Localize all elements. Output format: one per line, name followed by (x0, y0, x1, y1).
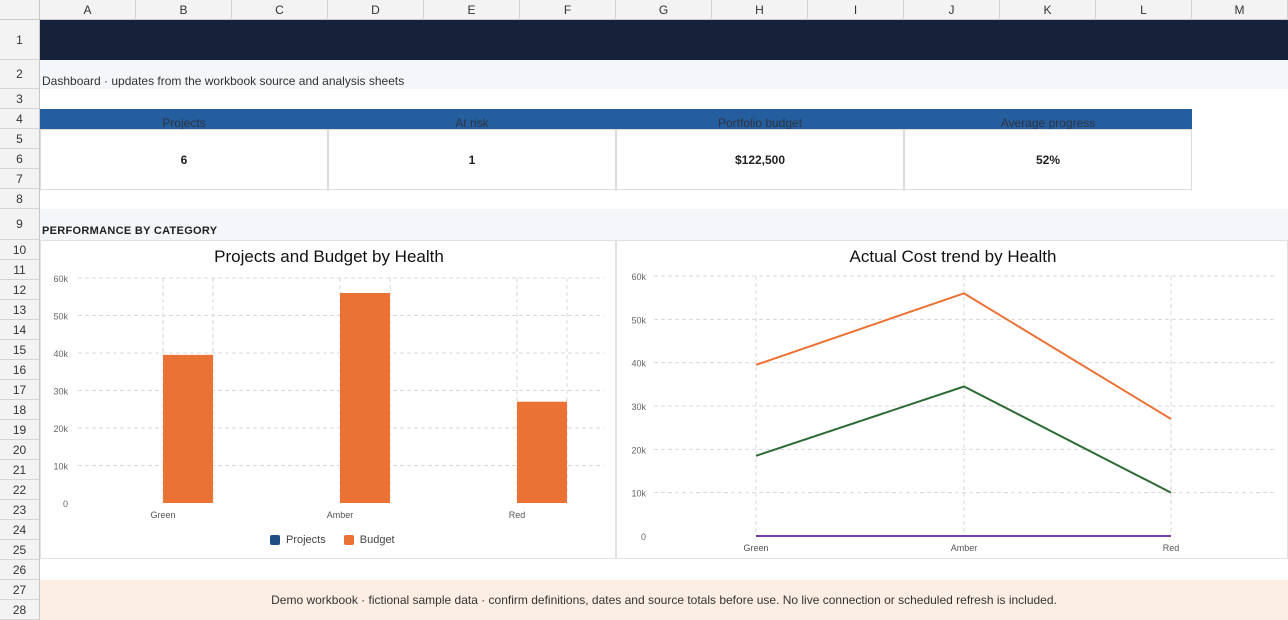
kpi-value-average-progress[interactable]: 52% (904, 129, 1192, 190)
column-header-k[interactable]: K (1000, 0, 1096, 20)
row-header-25[interactable]: 25 (0, 540, 40, 560)
row-header-13[interactable]: 13 (0, 300, 40, 320)
legend-label-budget: Budget (359, 534, 395, 546)
line-ytick-label: 30k (631, 402, 646, 412)
column-header-m[interactable]: M (1192, 0, 1288, 20)
kpi-value-projects[interactable]: 6 (40, 129, 328, 190)
row-header-18[interactable]: 18 (0, 400, 40, 420)
bar-xtick-label: Red (509, 510, 526, 520)
column-header-l[interactable]: L (1096, 0, 1192, 20)
footer-disclaimer: Demo workbook · fictional sample data · … (40, 580, 1288, 620)
line-ytick-label: 40k (631, 359, 646, 369)
row-header-16[interactable]: 16 (0, 360, 40, 380)
column-header-b[interactable]: B (136, 0, 232, 20)
line-series-0 (755, 292, 1172, 420)
row-header-11[interactable]: 11 (0, 260, 40, 280)
line-xtick-label: Green (743, 543, 768, 553)
row-header-6[interactable]: 6 (0, 149, 40, 169)
dashboard-subtitle: Dashboard · updates from the workbook so… (42, 74, 405, 88)
column-header-h[interactable]: H (712, 0, 808, 20)
title-banner (40, 20, 1288, 60)
bar-ytick-label: 0 (63, 499, 68, 509)
kpi-label-portfolio-budget: Portfolio budget (616, 109, 904, 130)
row-header-19[interactable]: 19 (0, 420, 40, 440)
line-ytick-label: 50k (631, 315, 646, 325)
bar-ytick-label: 50k (53, 312, 68, 322)
row-header-1[interactable]: 1 (0, 20, 40, 60)
line-ytick-label: 20k (631, 445, 646, 455)
bar-chart[interactable]: Projects and Budget by Health 0 10k 20k 30k… (40, 240, 616, 559)
select-all-corner[interactable] (0, 0, 40, 20)
legend-swatch-budget (343, 535, 354, 545)
row-header-14[interactable]: 14 (0, 320, 40, 340)
row-header-12[interactable]: 12 (0, 280, 40, 300)
column-header-g[interactable]: G (616, 0, 712, 20)
bar-ytick-label: 40k (53, 349, 68, 359)
legend-label-projects: Projects (286, 534, 326, 546)
bar-budget-amber (340, 293, 390, 503)
section-row (40, 209, 1288, 240)
row-header-17[interactable]: 17 (0, 380, 40, 400)
subtitle-row (40, 60, 1288, 89)
bar-budget-green (163, 354, 213, 503)
bar-budget-red (517, 401, 567, 503)
kpi-label-average-progress: Average progress (904, 109, 1192, 130)
column-header-d[interactable]: D (328, 0, 424, 20)
row-header-8[interactable]: 8 (0, 189, 40, 209)
column-header-j[interactable]: J (904, 0, 1000, 20)
line-chart[interactable]: Actual Cost trend by Health 0 10k 20k 30k 40… (616, 240, 1288, 559)
bar-chart-legend: Projects Budget (270, 534, 395, 546)
column-header-i[interactable]: I (808, 0, 904, 20)
bar-ytick-label: 20k (53, 424, 68, 434)
row-header-2[interactable]: 2 (0, 60, 40, 89)
row-header-21[interactable]: 21 (0, 460, 40, 480)
column-header-f[interactable]: F (520, 0, 616, 20)
row-header-9[interactable]: 9 (0, 209, 40, 240)
kpi-value-portfolio-budget[interactable]: $122,500 (616, 129, 904, 190)
kpi-label-at-risk: At risk (328, 109, 616, 130)
row-header-23[interactable]: 23 (0, 500, 40, 520)
bar-chart-plot: 0 10k 20k 30k 40k 50k 60k Green Amber Red (53, 274, 604, 520)
row-header-27[interactable]: 27 (0, 580, 40, 600)
row-header-4[interactable]: 4 (0, 109, 40, 129)
kpi-label-projects: Projects (40, 109, 328, 130)
row-header-10[interactable]: 10 (0, 240, 40, 260)
column-header-e[interactable]: E (424, 0, 520, 20)
row-header-28[interactable]: 28 (0, 600, 40, 620)
kpi-value-at-risk[interactable]: 1 (328, 129, 616, 190)
row-header-3[interactable]: 3 (0, 89, 40, 109)
line-chart-plot: 0 10k 20k 30k 40k 50k 60k Green Amber Red (631, 272, 1277, 553)
bar-xtick-label: Amber (327, 510, 354, 520)
line-xtick-label: Red (1163, 543, 1180, 553)
bar-chart-title: Projects and Budget by Health (214, 247, 444, 266)
line-ytick-label: 10k (631, 489, 646, 499)
row-header-22[interactable]: 22 (0, 480, 40, 500)
line-ytick-label: 60k (631, 272, 646, 282)
line-series-1 (755, 385, 1172, 494)
bar-ytick-label: 10k (53, 462, 68, 472)
section-title: PERFORMANCE BY CATEGORY (42, 225, 218, 237)
line-chart-title: Actual Cost trend by Health (849, 247, 1057, 266)
bar-xtick-label: Green (150, 510, 175, 520)
row-header-24[interactable]: 24 (0, 520, 40, 540)
row-header-26[interactable]: 26 (0, 560, 40, 580)
column-header-a[interactable]: A (40, 0, 136, 20)
bar-ytick-label: 30k (53, 387, 68, 397)
column-header-c[interactable]: C (232, 0, 328, 20)
row-header-20[interactable]: 20 (0, 440, 40, 460)
row-header-7[interactable]: 7 (0, 169, 40, 189)
line-xtick-label: Amber (951, 543, 978, 553)
row-header-5[interactable]: 5 (0, 129, 40, 149)
line-ytick-label: 0 (641, 532, 646, 542)
bar-ytick-label: 60k (53, 274, 68, 284)
legend-swatch-projects (270, 535, 280, 545)
row-header-15[interactable]: 15 (0, 340, 40, 360)
